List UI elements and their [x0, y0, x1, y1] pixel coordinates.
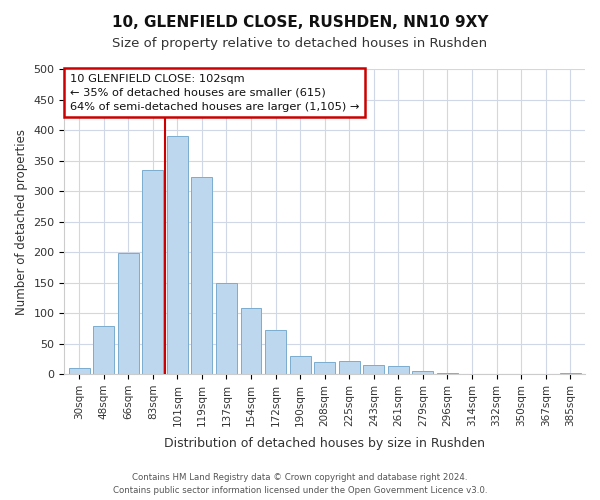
- Bar: [339, 361, 359, 374]
- Bar: [265, 330, 286, 374]
- Bar: [69, 368, 89, 374]
- Bar: [216, 282, 237, 374]
- Bar: [191, 177, 212, 374]
- Bar: [290, 356, 311, 374]
- Y-axis label: Number of detached properties: Number of detached properties: [15, 128, 28, 314]
- Bar: [118, 253, 139, 374]
- Text: 10, GLENFIELD CLOSE, RUSHDEN, NN10 9XY: 10, GLENFIELD CLOSE, RUSHDEN, NN10 9XY: [112, 15, 488, 30]
- Bar: [388, 366, 409, 374]
- X-axis label: Distribution of detached houses by size in Rushden: Distribution of detached houses by size …: [164, 437, 485, 450]
- Bar: [364, 365, 384, 374]
- Text: Size of property relative to detached houses in Rushden: Size of property relative to detached ho…: [112, 38, 488, 51]
- Bar: [241, 308, 262, 374]
- Text: Contains HM Land Registry data © Crown copyright and database right 2024.
Contai: Contains HM Land Registry data © Crown c…: [113, 474, 487, 495]
- Bar: [93, 326, 114, 374]
- Bar: [167, 136, 188, 374]
- Bar: [142, 170, 163, 374]
- Bar: [437, 373, 458, 374]
- Text: 10 GLENFIELD CLOSE: 102sqm
← 35% of detached houses are smaller (615)
64% of sem: 10 GLENFIELD CLOSE: 102sqm ← 35% of deta…: [70, 74, 359, 112]
- Bar: [314, 362, 335, 374]
- Bar: [412, 371, 433, 374]
